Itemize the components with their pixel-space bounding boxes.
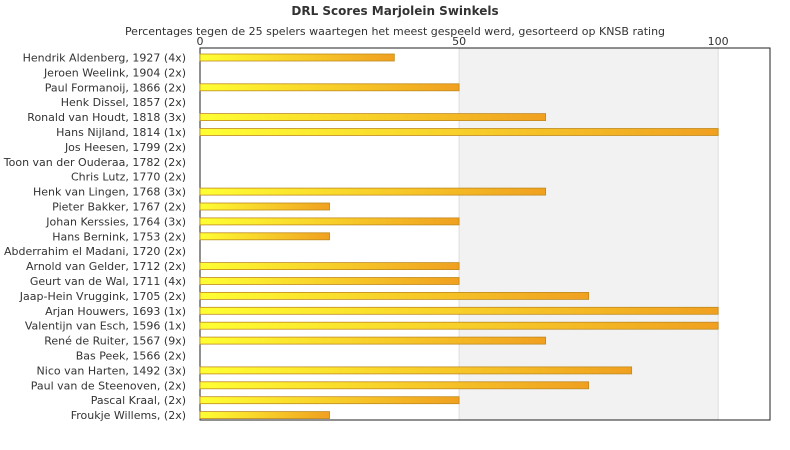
category-label: Paul Formanoij, 1866 (2x)	[45, 81, 186, 94]
category-label: Toon van der Ouderaa, 1782 (2x)	[3, 156, 186, 169]
bar	[199, 113, 547, 121]
category-label: Johan Kerssies, 1764 (3x)	[45, 215, 186, 228]
category-label: Hans Nijland, 1814 (1x)	[56, 126, 186, 139]
bar	[199, 366, 633, 375]
chart-title: DRL Scores Marjolein Swinkels	[291, 4, 499, 18]
category-label: Henk Dissel, 1857 (2x)	[61, 96, 186, 109]
category-label: Geurt van de Wal, 1711 (4x)	[30, 275, 186, 288]
category-label: Henk van Lingen, 1768 (3x)	[33, 186, 186, 199]
bar	[199, 321, 719, 330]
bar	[199, 128, 719, 136]
bar	[199, 53, 395, 62]
category-label: Pieter Bakker, 1767 (2x)	[52, 201, 186, 214]
category-label: Froukje Willems, (2x)	[71, 409, 186, 422]
category-label: Jeroen Weelink, 1904 (2x)	[43, 66, 186, 79]
x-tick-label-0: 0	[197, 35, 204, 48]
category-label: Bas Peek, 1566 (2x)	[76, 350, 186, 363]
bar	[199, 396, 460, 405]
bar	[199, 232, 330, 241]
category-label: Jaap-Hein Vruggink, 1705 (2x)	[19, 290, 186, 303]
category-label: Nico van Harten, 1492 (3x)	[37, 364, 186, 377]
category-label: Paul van de Steenoven, (2x)	[31, 379, 186, 392]
category-label: Chris Lutz, 1770 (2x)	[71, 171, 186, 184]
bar	[199, 381, 590, 390]
x-tick-label-100: 100	[708, 35, 729, 48]
bar	[199, 336, 547, 345]
bar	[199, 262, 460, 271]
category-label: Arnold van Gelder, 1712 (2x)	[26, 260, 186, 273]
category-label: Abderrahim el Madani, 1720 (2x)	[4, 245, 186, 258]
bar	[199, 202, 330, 211]
bar	[199, 291, 590, 300]
category-label: Jos Heesen, 1799 (2x)	[64, 141, 186, 154]
shaded-band	[459, 48, 719, 420]
category-label: Valentijn van Esch, 1596 (1x)	[25, 320, 186, 333]
category-label: Hendrik Aldenberg, 1927 (4x)	[23, 52, 186, 65]
category-label: Ronald van Houdt, 1818 (3x)	[27, 111, 186, 124]
bar	[199, 187, 547, 196]
category-label: Hans Bernink, 1753 (2x)	[52, 230, 186, 243]
bar	[199, 277, 460, 285]
category-label: Pascal Kraal, (2x)	[91, 394, 186, 407]
bar	[199, 306, 719, 315]
bar	[199, 217, 460, 226]
bar	[199, 411, 330, 420]
x-tick-label-50: 50	[452, 35, 466, 48]
category-label: René de Ruiter, 1567 (9x)	[44, 335, 186, 348]
chart-subtitle: Percentages tegen de 25 spelers waartege…	[124, 25, 666, 38]
bar	[199, 83, 460, 92]
category-label: Arjan Houwers, 1693 (1x)	[45, 305, 186, 318]
